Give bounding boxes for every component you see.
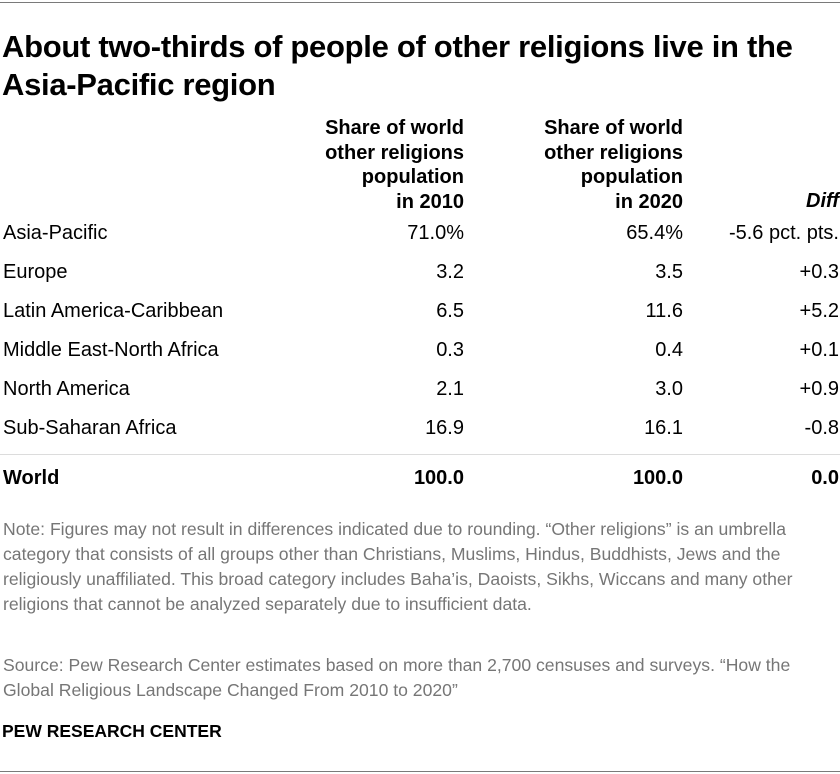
value-2010: 2.1: [436, 378, 464, 400]
table-row: Middle East-North Africa 0.3 0.4 +0.1: [0, 335, 840, 365]
value-2010: 6.5: [436, 300, 464, 322]
chart-title: About two-thirds of people of other reli…: [2, 29, 793, 102]
value-2020: 100.0: [632, 467, 683, 489]
footnote: Note: Figures may not result in differen…: [3, 519, 793, 614]
region-label: North America: [3, 378, 130, 400]
source-note: Source: Pew Research Center estimates ba…: [3, 655, 791, 700]
brand-logo-text: PEW RESEARCH CENTER: [2, 721, 222, 741]
table-row: Sub-Saharan Africa 16.9 16.1 -0.8: [0, 413, 840, 443]
value-diff: -0.8: [804, 417, 839, 439]
value-diff: +0.9: [799, 378, 839, 400]
value-2020: 65.4%: [626, 222, 683, 244]
value-2020: 0.4: [655, 339, 683, 361]
value-diff: -5.6 pct. pts.: [728, 222, 839, 244]
value-diff: 0.0: [811, 467, 839, 489]
table-row: Asia-Pacific 71.0% 65.4% -5.6 pct. pts.: [0, 218, 840, 248]
bottom-rule: [0, 771, 840, 772]
region-label: Asia-Pacific: [3, 222, 108, 244]
table-row: Latin America-Caribbean 6.5 11.6 +5.2: [0, 296, 840, 326]
value-2020: 3.0: [655, 378, 683, 400]
value-2010: 3.2: [436, 261, 464, 283]
region-label: World: [3, 467, 60, 489]
top-rule: [0, 2, 840, 3]
region-label: Sub-Saharan Africa: [3, 417, 177, 439]
table-row-total: World 100.0 100.0 0.0: [0, 463, 840, 493]
value-2020: 11.6: [645, 300, 683, 322]
value-diff: +5.2: [799, 300, 839, 322]
value-2020: 16.1: [644, 417, 683, 439]
region-label: Latin America-Caribbean: [3, 300, 224, 322]
value-2010: 0.3: [436, 339, 464, 361]
value-2010: 16.9: [425, 417, 464, 439]
table-row: North America 2.1 3.0 +0.9: [0, 374, 840, 404]
column-header-diff: Diff: [806, 190, 839, 212]
region-label: Middle East-North Africa: [3, 339, 219, 361]
column-header-2010: Share of world other religions populatio…: [325, 117, 464, 213]
value-diff: +0.3: [799, 261, 839, 283]
value-2010: 100.0: [413, 467, 464, 489]
value-2020: 3.5: [655, 261, 683, 283]
value-diff: +0.1: [799, 339, 839, 361]
value-2010: 71.0%: [407, 222, 464, 244]
column-header-2020: Share of world other religions populatio…: [544, 117, 683, 213]
total-separator: [0, 454, 840, 455]
region-label: Europe: [3, 261, 68, 283]
table-row: Europe 3.2 3.5 +0.3: [0, 257, 840, 287]
